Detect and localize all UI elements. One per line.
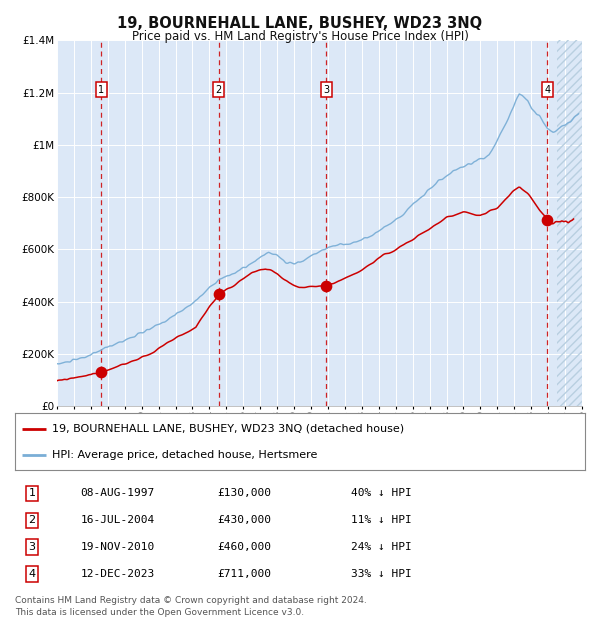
Text: 19, BOURNEHALL LANE, BUSHEY, WD23 3NQ: 19, BOURNEHALL LANE, BUSHEY, WD23 3NQ [118, 16, 482, 31]
Text: 12-DEC-2023: 12-DEC-2023 [80, 569, 155, 579]
Text: £430,000: £430,000 [217, 515, 271, 525]
Bar [557, 40, 582, 406]
Text: 16-JUL-2004: 16-JUL-2004 [80, 515, 155, 525]
Text: 08-AUG-1997: 08-AUG-1997 [80, 489, 155, 498]
Text: 1: 1 [98, 85, 104, 95]
Text: Price paid vs. HM Land Registry's House Price Index (HPI): Price paid vs. HM Land Registry's House … [131, 30, 469, 43]
Text: 1: 1 [29, 489, 35, 498]
Text: 2: 2 [215, 85, 221, 95]
Point [214, 289, 223, 299]
Text: 2: 2 [29, 515, 35, 525]
Text: 40% ↓ HPI: 40% ↓ HPI [351, 489, 412, 498]
Text: HPI: Average price, detached house, Hertsmere: HPI: Average price, detached house, Hert… [52, 450, 317, 460]
Text: 3: 3 [29, 542, 35, 552]
Point [96, 367, 106, 377]
Bar [557, 40, 582, 406]
Text: 33% ↓ HPI: 33% ↓ HPI [351, 569, 412, 579]
Text: Contains HM Land Registry data © Crown copyright and database right 2024.
This d: Contains HM Land Registry data © Crown c… [15, 596, 367, 618]
Text: 4: 4 [29, 569, 35, 579]
Text: 3: 3 [323, 85, 329, 95]
Point [542, 215, 552, 225]
Text: 4: 4 [544, 85, 550, 95]
Text: 19-NOV-2010: 19-NOV-2010 [80, 542, 155, 552]
Text: 24% ↓ HPI: 24% ↓ HPI [351, 542, 412, 552]
Text: £711,000: £711,000 [217, 569, 271, 579]
Text: 19, BOURNEHALL LANE, BUSHEY, WD23 3NQ (detached house): 19, BOURNEHALL LANE, BUSHEY, WD23 3NQ (d… [52, 424, 404, 434]
Text: £460,000: £460,000 [217, 542, 271, 552]
Point [322, 281, 331, 291]
Text: £130,000: £130,000 [217, 489, 271, 498]
Text: 11% ↓ HPI: 11% ↓ HPI [351, 515, 412, 525]
